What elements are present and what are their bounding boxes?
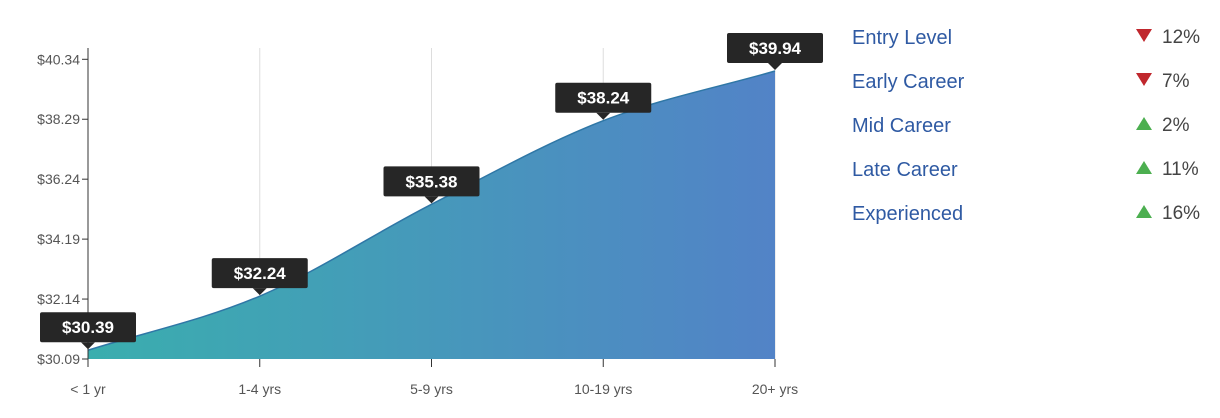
x-tick-label: 20+ yrs xyxy=(752,381,798,397)
legend-change-value: 12% xyxy=(1162,27,1201,48)
legend-label[interactable]: Experienced xyxy=(852,203,964,225)
area-series xyxy=(87,70,776,359)
legend-change-value: 11% xyxy=(1162,159,1199,180)
career-level-legend: Entry Level 12% Early Career 7% Mid Care… xyxy=(852,24,1202,244)
series-line xyxy=(87,70,776,351)
legend-change-value: 7% xyxy=(1162,71,1190,92)
arrow-up-icon xyxy=(1136,161,1152,175)
arrow-down-icon xyxy=(1136,73,1152,87)
x-tick-label: 1-4 yrs xyxy=(238,381,281,397)
y-tick-label: $30.09 xyxy=(37,351,80,367)
arrow-up-icon xyxy=(1136,117,1152,131)
legend-label[interactable]: Entry Level xyxy=(852,27,953,49)
y-tick-label: $32.14 xyxy=(37,291,80,307)
callout-pointer xyxy=(81,342,95,350)
data-callout: $39.94 xyxy=(727,32,823,70)
callout-box xyxy=(383,166,480,197)
data-callout: $38.24 xyxy=(555,82,652,120)
data-label: $32.24 xyxy=(234,264,287,283)
x-tick-label: 5-9 yrs xyxy=(410,381,453,397)
legend-change: 12% xyxy=(1136,24,1200,52)
callout-box xyxy=(555,82,652,113)
callout-pointer xyxy=(768,62,782,70)
legend-row-mid-career[interactable]: Mid Career 2% xyxy=(852,112,1202,156)
arrow-down-icon xyxy=(1136,29,1152,43)
data-label: $38.24 xyxy=(577,89,630,108)
legend-label[interactable]: Early Career xyxy=(852,71,965,93)
chart-area: $30.09 $32.14 $34.19 $36.24 $38.29 $40.34 < 1 … xyxy=(37,32,823,397)
data-callout: $35.38 xyxy=(383,166,480,204)
legend-label[interactable]: Late Career xyxy=(852,159,958,181)
legend-row-early-career[interactable]: Early Career 7% xyxy=(852,68,1202,112)
y-tick-label: $36.24 xyxy=(37,171,80,187)
area-fill xyxy=(88,70,775,359)
legend-label[interactable]: Mid Career xyxy=(852,115,951,137)
legend-change-value: 16% xyxy=(1162,203,1201,224)
data-callout: $32.24 xyxy=(211,258,308,296)
y-tick-label: $38.29 xyxy=(37,111,80,127)
data-label: $39.94 xyxy=(749,39,802,58)
legend-row-experienced[interactable]: Experienced 16% xyxy=(852,200,1202,244)
callout-box xyxy=(727,32,823,63)
x-tick-label: 10-19 yrs xyxy=(574,381,632,397)
data-callout: $30.39 xyxy=(40,312,136,350)
legend-change-value: 2% xyxy=(1162,115,1190,136)
legend-change: 16% xyxy=(1136,200,1200,228)
data-label: $30.39 xyxy=(62,318,114,337)
data-callouts: $30.39 $32.24 $35.38 $38.24 $39.94 xyxy=(40,32,823,350)
callout-pointer xyxy=(596,112,611,120)
legend-change: 7% xyxy=(1136,68,1189,96)
axes: $30.09 $32.14 $34.19 $36.24 $38.29 $40.34 < 1 … xyxy=(37,48,798,397)
arrow-up-icon xyxy=(1136,205,1152,219)
data-label: $35.38 xyxy=(406,172,458,191)
legend-row-late-career[interactable]: Late Career 11% xyxy=(852,156,1202,200)
x-tick-label: < 1 yr xyxy=(70,381,106,397)
legend-change: 11% xyxy=(1136,156,1199,184)
callout-pointer xyxy=(424,196,439,204)
callout-pointer xyxy=(252,288,267,296)
callout-box xyxy=(211,258,308,289)
y-tick-label: $34.19 xyxy=(37,231,80,247)
legend-row-entry-level[interactable]: Entry Level 12% xyxy=(852,24,1202,68)
y-tick-label: $40.34 xyxy=(37,51,80,67)
legend-change: 2% xyxy=(1136,112,1189,140)
callout-box xyxy=(40,312,136,343)
